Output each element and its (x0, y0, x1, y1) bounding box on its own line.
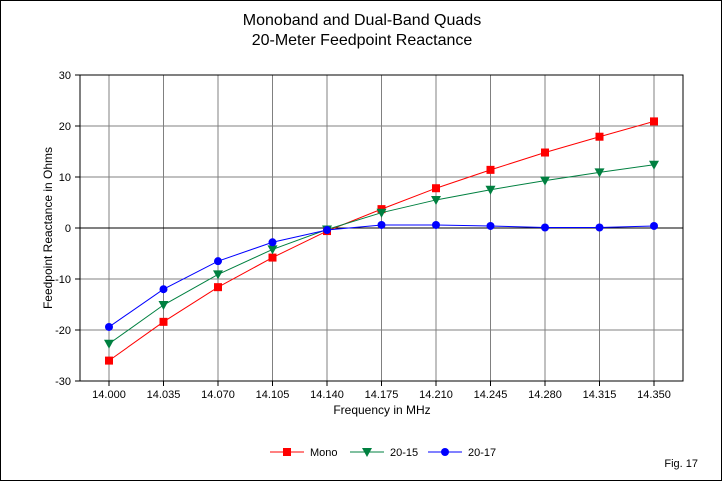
y-tick-label: -10 (55, 274, 71, 286)
x-tick-label: 14.070 (201, 389, 235, 401)
y-tick-label: -30 (55, 376, 71, 388)
data-point-20-17 (486, 221, 495, 230)
plot-area: -30 -20 -10 0 10 20 30 14.000 14.035 14.070 14.105… (55, 70, 684, 401)
data-point-20-15 (158, 301, 169, 311)
data-point-20-17 (377, 220, 386, 229)
data-point-20-17 (159, 285, 168, 294)
data-point-20-15 (540, 176, 550, 186)
data-point-20-17 (214, 257, 222, 266)
y-tick-label: -20 (55, 325, 71, 337)
data-point-20-15 (485, 185, 496, 195)
y-tick-label: 30 (59, 70, 71, 82)
legend-marker-20-15 (362, 448, 372, 457)
data-point-20-17 (595, 223, 604, 232)
data-point-20-17 (650, 221, 658, 230)
x-tick-label: 14.175 (365, 389, 399, 401)
x-tick-label: 14.210 (419, 389, 453, 401)
figure-label: Fig. 17 (664, 458, 698, 470)
y-tick-label: 0 (65, 223, 71, 235)
data-point-20-15 (376, 208, 387, 218)
data-point-20-15 (213, 270, 223, 280)
data-point-20-15 (267, 245, 278, 255)
x-axis-label: Frequency in MHz (333, 403, 430, 417)
data-point-mono (105, 356, 113, 365)
data-point-mono (159, 317, 168, 326)
data-point-20-17 (432, 220, 440, 229)
x-tick-label: 14.000 (92, 389, 126, 401)
x-tick-label: 14.105 (256, 389, 290, 401)
data-point-mono (541, 148, 549, 157)
legend: Mono 20-15 20-17 (270, 447, 496, 459)
data-point-20-15 (649, 160, 659, 170)
y-axis-label: Feedpoint Reactance in Ohms (41, 147, 55, 309)
legend-label-mono: Mono (310, 447, 338, 459)
plot-border (79, 74, 684, 382)
legend-label-20-17: 20-17 (468, 447, 496, 459)
chart-title: Monoband and Dual-Band Quads (243, 12, 481, 29)
chart-subtitle: 20-Meter Feedpoint Reactance (252, 32, 473, 49)
data-point-mono (595, 132, 604, 141)
data-point-mono (486, 165, 495, 174)
y-tick-label: 20 (59, 121, 71, 133)
data-point-mono (650, 117, 658, 126)
x-tick-label: 14.245 (474, 389, 508, 401)
data-point-20-15 (431, 195, 441, 205)
data-point-20-17 (323, 226, 331, 235)
x-tick-label: 14.350 (637, 389, 671, 401)
x-tick-label: 14.140 (310, 389, 344, 401)
data-point-20-15 (594, 168, 605, 178)
x-tick-label: 14.035 (147, 389, 181, 401)
data-point-20-17 (268, 238, 277, 247)
data-point-mono (214, 283, 222, 292)
y-tick-label: 10 (59, 172, 71, 184)
data-point-20-15 (104, 339, 114, 349)
legend-label-20-15: 20-15 (390, 447, 418, 459)
data-point-mono (432, 184, 440, 193)
legend-marker-mono (283, 448, 291, 456)
data-point-mono (268, 253, 277, 262)
x-tick-label: 14.315 (583, 389, 617, 401)
legend-marker-20-17 (441, 448, 449, 456)
data-point-20-17 (541, 223, 549, 232)
data-point-20-17 (105, 322, 113, 331)
x-tick-label: 14.280 (528, 389, 562, 401)
